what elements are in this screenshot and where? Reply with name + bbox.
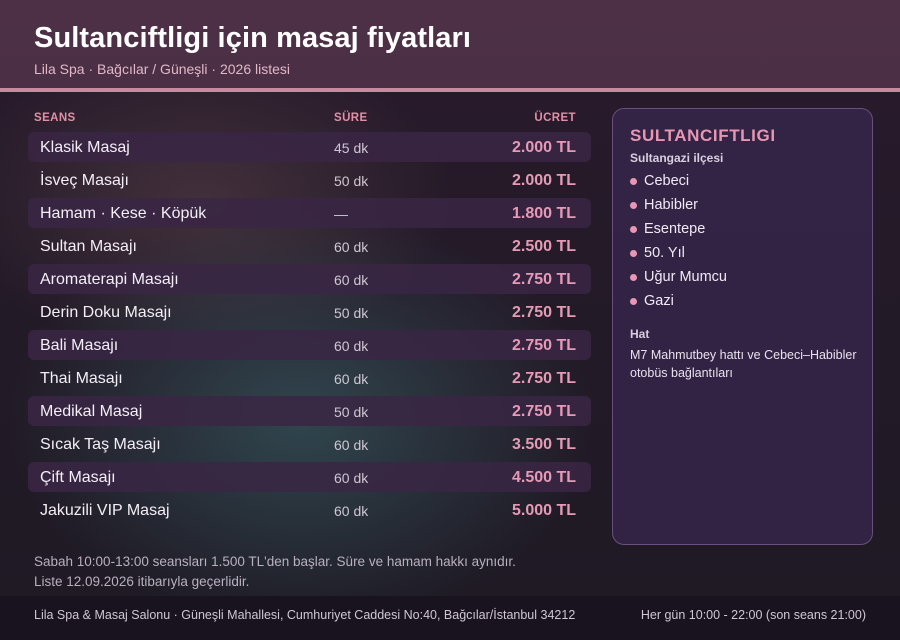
table-row: Bali Masajı 60 dk 2.750 TL: [28, 330, 591, 360]
header-divider: [0, 88, 900, 92]
table-row: Klasik Masaj 45 dk 2.000 TL: [28, 132, 591, 162]
page-footer: Lila Spa & Masaj Salonu · Güneşli Mahall…: [0, 596, 900, 640]
list-item: 50. Yıl: [630, 241, 727, 265]
neighborhood-list: Cebeci Habibler Esentepe 50. Yıl Uğur Mu…: [630, 169, 727, 313]
session-name: Çift Masajı: [40, 469, 116, 486]
session-name: Aromaterapi Masajı: [40, 271, 179, 288]
column-header-session: SEANS: [34, 112, 76, 124]
session-name: Jakuzili VIP Masaj: [40, 502, 170, 519]
table-row: Jakuzili VIP Masaj 60 dk 5.000 TL: [28, 495, 591, 525]
session-duration: 50 dk: [334, 404, 369, 420]
session-name: Sultan Masajı: [40, 238, 137, 255]
session-name: Hamam · Kese · Köpük: [40, 205, 207, 222]
session-name: Klasik Masaj: [40, 139, 130, 156]
price-table: SEANS SÜRE ÜCRET Klasik Masaj 45 dk 2.00…: [28, 108, 591, 528]
bullet-icon: [630, 177, 637, 185]
page-subtitle: Lila Spa · Bağcılar / Güneşli · 2026 lis…: [34, 61, 291, 77]
list-item: Uğur Mumcu: [630, 265, 727, 289]
bullet-icon: [630, 249, 637, 257]
column-header-price: ÜCRET: [534, 112, 576, 124]
session-duration: 60 dk: [334, 239, 369, 255]
transit-label: Hat: [630, 327, 650, 341]
transit-text: M7 Mahmutbey hattı ve Cebeci–Habibler ot…: [630, 348, 857, 380]
table-row: Sultan Masajı 60 dk 2.500 TL: [28, 231, 591, 261]
neighborhood-name: Gazi: [644, 293, 674, 309]
session-duration: 60 dk: [334, 272, 369, 288]
table-row: Medikal Masaj 50 dk 2.750 TL: [28, 396, 591, 426]
bullet-icon: [630, 297, 637, 305]
note-valid-date: Liste 12.09.2026 itibarıyla geçerlidir.: [34, 574, 250, 589]
page-title: Sultanciftligi için masaj fiyatları: [34, 22, 472, 54]
footer-address: Lila Spa & Masaj Salonu · Güneşli Mahall…: [34, 608, 576, 622]
session-price: 3.500 TL: [511, 436, 576, 453]
list-item: Cebeci: [630, 169, 727, 193]
bullet-icon: [630, 273, 637, 281]
session-name: Thai Masajı: [40, 370, 123, 387]
column-header-duration: SÜRE: [334, 112, 368, 124]
session-duration: 50 dk: [334, 173, 369, 189]
session-price: 5.000 TL: [511, 502, 576, 519]
neighborhood-name: 50. Yıl: [644, 245, 685, 261]
session-name: Medikal Masaj: [40, 403, 143, 420]
neighborhood-name: Cebeci: [644, 173, 690, 189]
session-duration: 60 dk: [334, 470, 369, 486]
table-row: Çift Masajı 60 dk 4.500 TL: [28, 462, 591, 492]
neighborhood-name: Habibler: [644, 197, 698, 213]
session-price: 2.500 TL: [511, 238, 576, 255]
table-row: Thai Masajı 60 dk 2.750 TL: [28, 363, 591, 393]
neighborhood-name: Esentepe: [644, 221, 706, 237]
session-price: 2.750 TL: [511, 337, 576, 354]
price-table-header: SEANS SÜRE ÜCRET: [28, 108, 591, 128]
neighborhood-name: Uğur Mumcu: [644, 269, 727, 285]
district-title: SULTANCIFTLIGI: [630, 126, 776, 145]
bullet-icon: [630, 225, 637, 233]
session-duration: 60 dk: [334, 437, 369, 453]
price-notes: Sabah 10:00-13:00 seansları 1.500 TL'den…: [34, 552, 516, 592]
footer-hours: Her gün 10:00 - 22:00 (son seans 21:00): [640, 608, 866, 622]
session-duration: 45 dk: [334, 140, 369, 156]
session-price: 2.750 TL: [511, 304, 576, 321]
session-duration: 50 dk: [334, 305, 369, 321]
bullet-icon: [630, 201, 637, 209]
session-name: İsveç Masajı: [40, 172, 129, 189]
session-name: Derin Doku Masajı: [40, 304, 172, 321]
session-duration: 60 dk: [334, 338, 369, 354]
district-info-card: SULTANCIFTLIGI Sultangazi ilçesi Cebeci …: [612, 108, 873, 545]
list-item: Esentepe: [630, 217, 727, 241]
list-item: Gazi: [630, 289, 727, 313]
session-price: 2.000 TL: [511, 172, 576, 189]
table-row: Derin Doku Masajı 50 dk 2.750 TL: [28, 297, 591, 327]
session-duration: —: [334, 206, 348, 222]
session-price: 2.000 TL: [511, 139, 576, 156]
table-row: Sıcak Taş Masajı 60 dk 3.500 TL: [28, 429, 591, 459]
session-price: 1.800 TL: [511, 205, 576, 222]
list-item: Habibler: [630, 193, 727, 217]
session-price: 2.750 TL: [511, 271, 576, 288]
table-row: İsveç Masajı 50 dk 2.000 TL: [28, 165, 591, 195]
session-duration: 60 dk: [334, 371, 369, 387]
price-table-body: Klasik Masaj 45 dk 2.000 TL İsveç Masajı…: [28, 132, 591, 525]
session-name: Bali Masajı: [40, 337, 119, 354]
table-row: Aromaterapi Masajı 60 dk 2.750 TL: [28, 264, 591, 294]
page-header: Sultanciftligi için masaj fiyatları Lila…: [0, 0, 900, 88]
note-morning-sessions: Sabah 10:00-13:00 seansları 1.500 TL'den…: [34, 554, 516, 569]
session-duration: 60 dk: [334, 503, 369, 519]
session-name: Sıcak Taş Masajı: [40, 436, 161, 453]
table-row: Hamam · Kese · Köpük — 1.800 TL: [28, 198, 591, 228]
session-price: 2.750 TL: [511, 370, 576, 387]
district-subtitle: Sultangazi ilçesi: [630, 151, 724, 165]
session-price: 2.750 TL: [511, 403, 576, 420]
session-price: 4.500 TL: [511, 469, 576, 486]
